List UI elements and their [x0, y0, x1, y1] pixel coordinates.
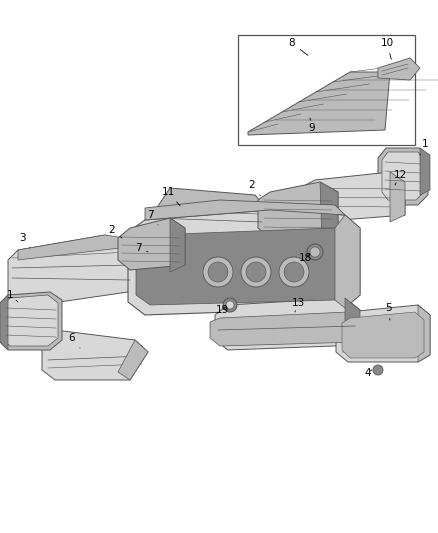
Text: 5: 5	[385, 303, 391, 320]
Text: 1: 1	[7, 290, 18, 302]
Polygon shape	[382, 152, 424, 200]
Polygon shape	[118, 340, 148, 380]
Polygon shape	[336, 305, 430, 362]
Circle shape	[241, 257, 271, 287]
Polygon shape	[258, 182, 338, 238]
Text: 3: 3	[19, 233, 30, 248]
Polygon shape	[420, 148, 430, 195]
Text: 11: 11	[161, 187, 180, 206]
Circle shape	[226, 301, 234, 309]
Polygon shape	[320, 182, 338, 238]
Polygon shape	[418, 305, 430, 362]
Text: 13: 13	[291, 298, 304, 312]
Polygon shape	[152, 188, 268, 228]
Polygon shape	[118, 218, 185, 270]
Text: 8: 8	[289, 38, 308, 55]
Polygon shape	[238, 35, 415, 145]
Polygon shape	[128, 210, 360, 315]
Circle shape	[307, 244, 323, 260]
Polygon shape	[215, 298, 360, 350]
Circle shape	[279, 257, 309, 287]
Text: 4: 4	[365, 368, 372, 378]
Circle shape	[246, 262, 266, 282]
Polygon shape	[378, 148, 428, 205]
Polygon shape	[390, 172, 405, 222]
Text: 10: 10	[381, 38, 394, 59]
Polygon shape	[8, 235, 135, 308]
Polygon shape	[342, 312, 424, 358]
Polygon shape	[42, 330, 148, 380]
Circle shape	[203, 257, 233, 287]
Circle shape	[310, 247, 320, 257]
Text: 18: 18	[298, 253, 311, 263]
Polygon shape	[170, 218, 185, 272]
Text: 19: 19	[215, 305, 229, 315]
Circle shape	[373, 365, 383, 375]
Text: 9: 9	[309, 118, 315, 133]
Text: 1: 1	[420, 139, 428, 155]
Text: 6: 6	[69, 333, 80, 348]
Polygon shape	[145, 200, 345, 220]
Polygon shape	[0, 292, 62, 350]
Text: 12: 12	[393, 170, 406, 185]
Polygon shape	[210, 312, 358, 346]
Circle shape	[223, 298, 237, 312]
Text: 7: 7	[147, 210, 158, 225]
Circle shape	[284, 262, 304, 282]
Polygon shape	[345, 298, 360, 350]
Polygon shape	[136, 228, 348, 305]
Circle shape	[208, 262, 228, 282]
Polygon shape	[335, 215, 360, 308]
Text: 2: 2	[109, 225, 122, 238]
Polygon shape	[18, 235, 125, 260]
Polygon shape	[248, 72, 390, 135]
Polygon shape	[378, 58, 420, 80]
Text: 2: 2	[249, 180, 260, 196]
Polygon shape	[300, 172, 405, 222]
Polygon shape	[0, 295, 8, 350]
Text: 7: 7	[135, 243, 148, 253]
Polygon shape	[4, 295, 58, 346]
